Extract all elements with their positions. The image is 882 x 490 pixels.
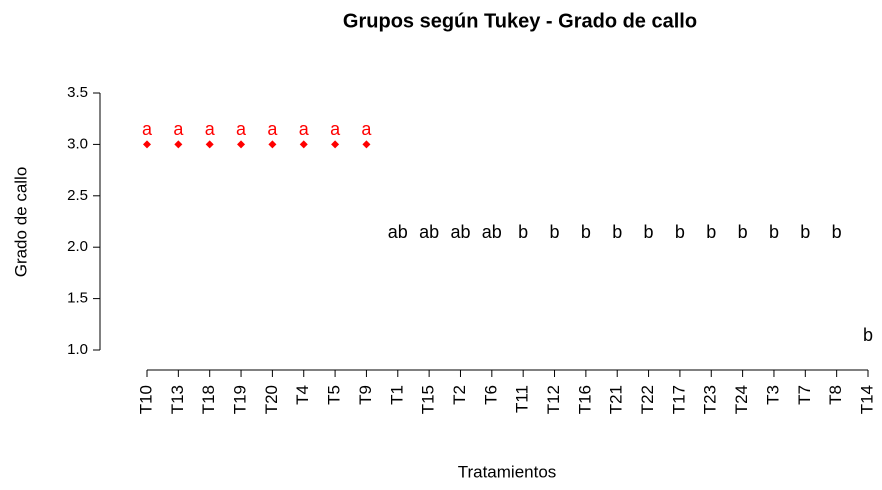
chart-title: Grupos según Tukey - Grado de callo [343, 10, 697, 32]
group-label: a [361, 119, 372, 139]
group-label: b [644, 222, 654, 242]
x-tick-label: T12 [544, 385, 563, 414]
group-label: b [706, 222, 716, 242]
x-tick-label: T7 [795, 385, 814, 405]
x-tick-label: T14 [857, 385, 876, 414]
group-label: b [800, 222, 810, 242]
y-tick-label: 2.5 [67, 187, 88, 204]
point [331, 140, 340, 149]
group-label: a [205, 119, 216, 139]
group-label: a [299, 119, 310, 139]
point [487, 243, 496, 252]
point [581, 243, 590, 252]
group-label: a [173, 119, 184, 139]
point [425, 243, 434, 252]
point [801, 243, 810, 252]
group-label: b [863, 325, 873, 345]
y-tick-label: 1.5 [67, 290, 88, 307]
x-tick-label: T5 [325, 385, 344, 405]
point [299, 140, 308, 149]
x-tick-label: T20 [262, 385, 281, 414]
group-label: b [832, 222, 842, 242]
y-axis-label: Grado de callo [11, 167, 30, 278]
x-tick-label: T4 [293, 385, 312, 405]
point [519, 243, 528, 252]
point [237, 140, 246, 149]
point [174, 140, 183, 149]
y-tick-label: 2.0 [67, 238, 88, 255]
x-tick-label: T18 [199, 385, 218, 414]
group-label: b [550, 222, 560, 242]
point [456, 243, 465, 252]
point [832, 243, 841, 252]
x-tick-label: T17 [669, 385, 688, 414]
x-tick-label: T1 [387, 385, 406, 405]
x-tick-label: T10 [136, 385, 155, 414]
y-tick-label: 3.0 [67, 135, 88, 152]
group-label: b [581, 222, 591, 242]
x-tick-label: T21 [607, 385, 626, 414]
point [143, 140, 151, 149]
point [550, 243, 559, 252]
x-tick-label: T9 [356, 385, 375, 405]
x-tick-label: T19 [231, 385, 250, 414]
point [644, 243, 653, 252]
group-label: ab [388, 222, 408, 242]
group-label: ab [419, 222, 439, 242]
group-label: b [518, 222, 528, 242]
x-tick-label: T6 [481, 385, 500, 405]
x-tick-label: T22 [638, 385, 657, 414]
point [613, 243, 622, 252]
point [268, 140, 277, 149]
group-label: a [330, 119, 341, 139]
point [707, 243, 716, 252]
x-tick-label: T13 [168, 385, 187, 414]
x-tick-label: T11 [513, 385, 532, 413]
x-tick-label: T23 [701, 385, 720, 414]
x-tick-label: T8 [826, 385, 845, 405]
point [864, 346, 872, 354]
point [675, 243, 684, 252]
point [769, 243, 778, 252]
x-tick-label: T24 [732, 385, 751, 414]
x-tick-label: T15 [419, 385, 438, 414]
point [362, 140, 371, 149]
y-tick-label: 3.5 [67, 84, 88, 101]
group-label: b [738, 222, 748, 242]
group-label: ab [450, 222, 470, 242]
y-tick-label: 1.0 [67, 341, 88, 358]
point [738, 243, 747, 252]
group-label: b [612, 222, 622, 242]
x-axis-label: Tratamientos [458, 462, 557, 481]
group-label: a [236, 119, 247, 139]
point [205, 140, 214, 149]
group-label: a [142, 119, 153, 139]
group-label: b [769, 222, 779, 242]
point [393, 243, 402, 252]
x-tick-label: T3 [763, 385, 782, 405]
x-tick-label: T16 [575, 385, 594, 414]
x-tick-label: T2 [450, 385, 469, 405]
group-label: ab [482, 222, 502, 242]
group-label: b [675, 222, 685, 242]
group-label: a [267, 119, 278, 139]
